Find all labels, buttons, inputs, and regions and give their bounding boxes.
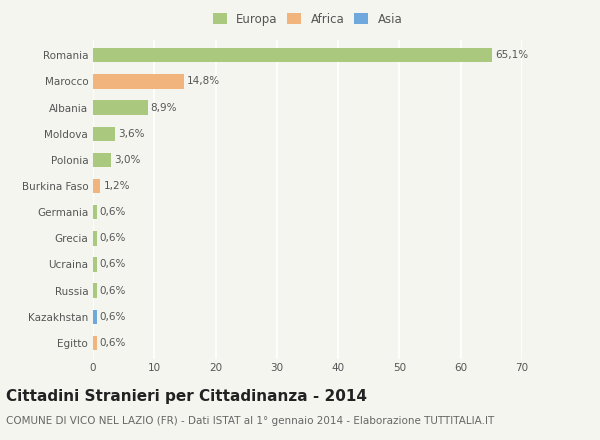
Bar — [93, 310, 97, 324]
Text: 14,8%: 14,8% — [187, 77, 220, 86]
Bar — [93, 257, 97, 271]
Bar — [93, 205, 97, 220]
Bar — [93, 336, 97, 350]
Text: Cittadini Stranieri per Cittadinanza - 2014: Cittadini Stranieri per Cittadinanza - 2… — [6, 389, 367, 404]
Bar — [93, 74, 184, 88]
Text: 0,6%: 0,6% — [100, 207, 126, 217]
Bar — [93, 283, 97, 298]
Text: 0,6%: 0,6% — [100, 233, 126, 243]
Text: 0,6%: 0,6% — [100, 260, 126, 269]
Bar — [93, 100, 148, 115]
Legend: Europa, Africa, Asia: Europa, Africa, Asia — [210, 11, 405, 28]
Text: 8,9%: 8,9% — [151, 103, 177, 113]
Bar — [93, 153, 112, 167]
Bar — [93, 179, 100, 193]
Text: 3,6%: 3,6% — [118, 129, 145, 139]
Text: 0,6%: 0,6% — [100, 286, 126, 296]
Bar — [93, 127, 115, 141]
Text: 3,0%: 3,0% — [115, 155, 141, 165]
Text: 0,6%: 0,6% — [100, 338, 126, 348]
Bar — [93, 231, 97, 246]
Bar — [93, 48, 492, 62]
Text: 0,6%: 0,6% — [100, 312, 126, 322]
Text: 1,2%: 1,2% — [103, 181, 130, 191]
Text: COMUNE DI VICO NEL LAZIO (FR) - Dati ISTAT al 1° gennaio 2014 - Elaborazione TUT: COMUNE DI VICO NEL LAZIO (FR) - Dati IST… — [6, 416, 494, 426]
Text: 65,1%: 65,1% — [495, 50, 528, 60]
